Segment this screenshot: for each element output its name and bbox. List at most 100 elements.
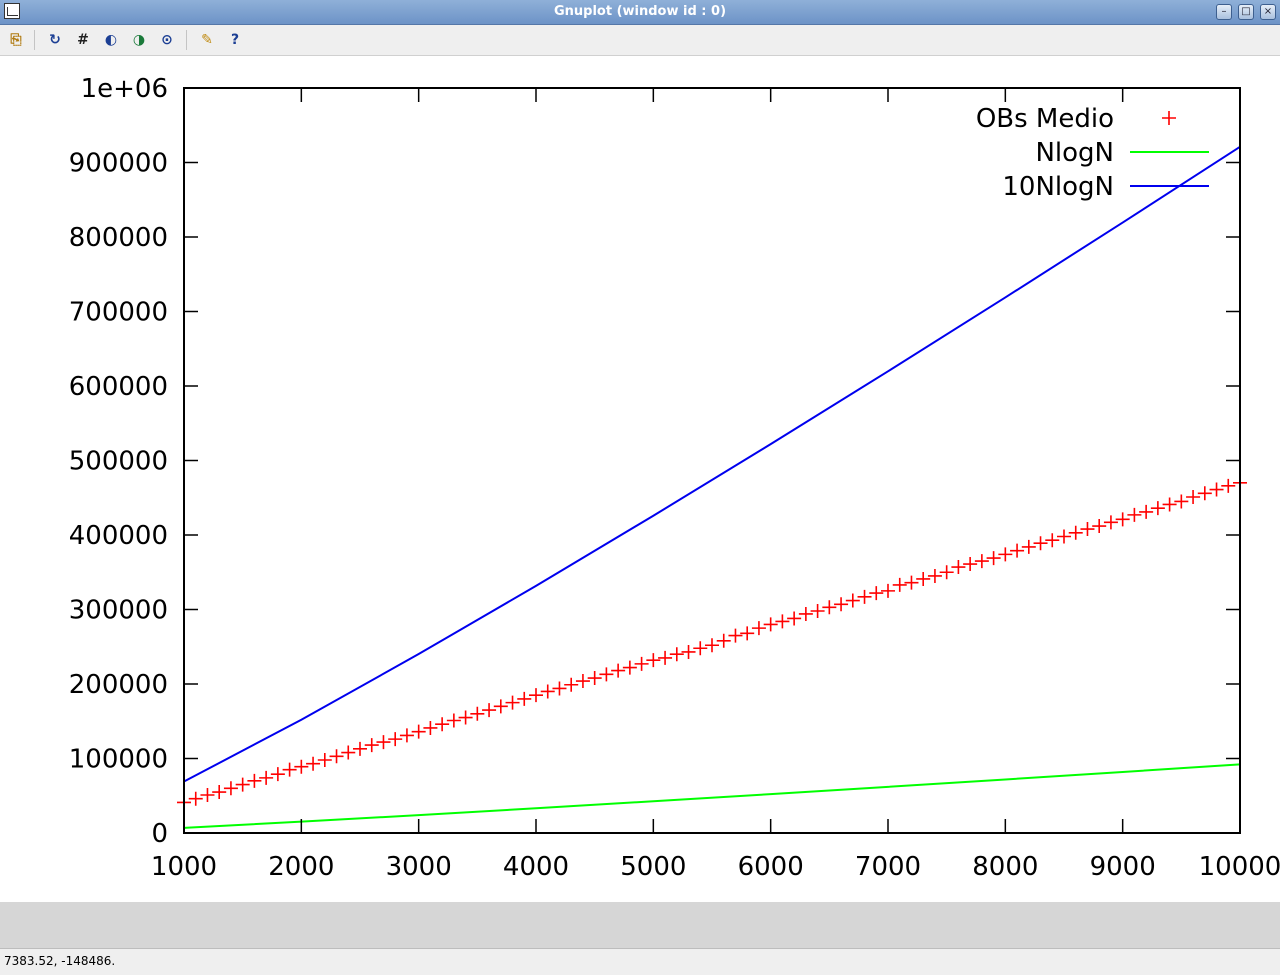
- data-point: [388, 732, 403, 747]
- data-point: [881, 583, 895, 598]
- data-point: [622, 660, 637, 675]
- data-point: [329, 749, 344, 764]
- copy-to-clipboard-icon[interactable]: ⎘: [10, 32, 22, 48]
- y-tick-label: 700000: [69, 298, 168, 328]
- data-point: [306, 756, 321, 771]
- y-tick-label: 1e+06: [81, 74, 168, 104]
- data-point: [270, 767, 285, 782]
- legend-label: NlogN: [1035, 138, 1114, 168]
- data-point: [822, 600, 837, 615]
- data-point: [1186, 490, 1201, 505]
- series-line-10nlogn: [183, 145, 1241, 783]
- data-point: [540, 684, 555, 699]
- chart-svg: 1000 2000 3000 4000 5000 6000 7000 8000 9000 1000…: [69, 74, 1280, 882]
- close-button[interactable]: ×: [1260, 4, 1276, 20]
- tick-labels-layer: 1000 2000 3000 4000 5000 6000 7000 8000 9000 1000…: [69, 74, 1280, 882]
- data-point: [317, 752, 332, 767]
- legend-label: OBs Medio: [976, 104, 1114, 134]
- data-point: [857, 589, 872, 604]
- data-point: [493, 699, 508, 714]
- data-point: [411, 724, 426, 739]
- data-point: [845, 593, 860, 608]
- data-point: [798, 606, 813, 621]
- data-point: [1221, 478, 1236, 493]
- series-obs-medio: [177, 475, 1247, 810]
- data-point: [223, 781, 238, 796]
- data-point: [1080, 522, 1095, 537]
- data-point: [1127, 507, 1142, 522]
- window-title: Gnuplot (window id : 0): [553, 4, 727, 19]
- x-tick-label: 9000: [1090, 852, 1156, 882]
- minimize-button[interactable]: –: [1216, 4, 1232, 20]
- series-layer: [177, 145, 1247, 829]
- data-point: [1209, 482, 1224, 497]
- data-point: [529, 688, 543, 703]
- data-point: [564, 677, 579, 692]
- mouse-coordinates: 7383.52, -148486.: [4, 954, 116, 968]
- ticks-layer: [183, 87, 1241, 834]
- data-point: [1021, 539, 1036, 554]
- data-point: [869, 586, 884, 601]
- x-tick-label: 8000: [972, 852, 1038, 882]
- data-point: [681, 644, 696, 659]
- data-point: [716, 633, 731, 648]
- grid-icon[interactable]: #: [77, 32, 89, 48]
- data-point: [188, 791, 203, 806]
- window-titlebar[interactable]: Gnuplot (window id : 0) – □ ×: [0, 0, 1280, 25]
- data-point: [587, 671, 602, 686]
- y-tick-label: 500000: [69, 447, 168, 477]
- y-tick-label: 800000: [69, 223, 168, 253]
- autoscale-icon[interactable]: ⊙: [161, 32, 173, 48]
- y-tick-label: 400000: [69, 521, 168, 551]
- data-point: [705, 638, 719, 653]
- data-point: [353, 741, 367, 756]
- toolbar: ⎘ ↻ # ◐ ◑ ⊙ ✎ ?: [0, 25, 1280, 56]
- x-tick-label: 4000: [503, 852, 569, 882]
- zoom-previous-icon[interactable]: ◐: [104, 32, 118, 48]
- y-tick-label: 200000: [69, 670, 168, 700]
- maximize-button[interactable]: □: [1238, 4, 1254, 20]
- data-point: [1103, 515, 1118, 530]
- data-point: [669, 647, 684, 662]
- data-point: [904, 575, 919, 590]
- toolbar-separator: [186, 30, 187, 50]
- data-point: [658, 650, 673, 665]
- zoom-next-icon[interactable]: ◑: [132, 32, 146, 48]
- y-tick-label: 300000: [69, 596, 168, 626]
- window-gap: [0, 902, 1280, 948]
- data-point: [998, 547, 1013, 562]
- data-point: [1057, 529, 1071, 544]
- data-point: [399, 728, 414, 743]
- options-wrench-icon[interactable]: ✎: [201, 32, 213, 48]
- y-tick-label: 0: [151, 819, 168, 849]
- data-point: [892, 577, 907, 592]
- data-point: [423, 720, 438, 735]
- data-point: [1033, 536, 1048, 551]
- data-point: [282, 762, 297, 777]
- x-tick-label: 7000: [855, 852, 921, 882]
- data-point: [963, 557, 978, 572]
- data-point: [611, 663, 626, 678]
- data-point: [482, 703, 497, 718]
- app-icon: [4, 3, 20, 19]
- data-point: [1174, 494, 1189, 509]
- y-tick-label: 600000: [69, 372, 168, 402]
- data-point: [212, 785, 227, 800]
- data-point: [294, 759, 309, 774]
- legend-label: 10NlogN: [1002, 172, 1114, 202]
- data-point: [634, 656, 649, 671]
- data-point: [728, 628, 743, 643]
- plot-area[interactable]: 1000 2000 3000 4000 5000 6000 7000 8000 9000 1000…: [0, 56, 1280, 902]
- data-point: [740, 626, 755, 641]
- data-point: [810, 603, 825, 618]
- data-point: [974, 554, 989, 569]
- data-point: [751, 621, 766, 636]
- data-point: [951, 560, 966, 575]
- y-tick-label: 900000: [69, 149, 168, 179]
- replot-icon[interactable]: ↻: [49, 32, 61, 48]
- legend: OBs Medio NlogN 10NlogN: [976, 104, 1209, 202]
- data-point: [927, 568, 942, 583]
- data-point: [1197, 486, 1212, 501]
- y-tick-label: 100000: [69, 745, 168, 775]
- help-icon[interactable]: ?: [230, 32, 240, 48]
